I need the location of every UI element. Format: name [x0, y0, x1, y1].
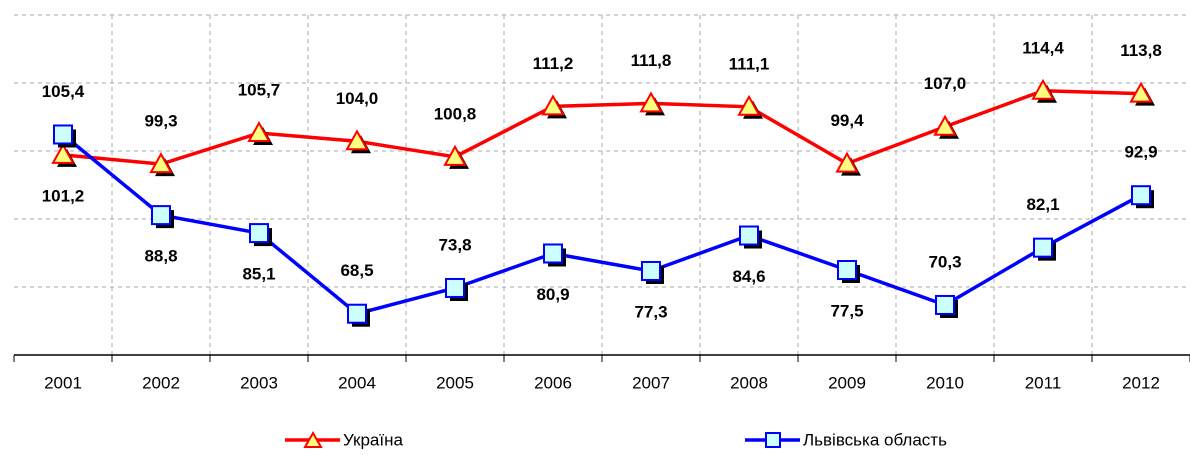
data-label: 104,0: [336, 89, 379, 108]
x-tick-label: 2007: [632, 373, 670, 392]
marker: [1129, 81, 1153, 103]
data-label: 99,3: [144, 112, 177, 131]
data-label: 88,8: [144, 247, 177, 266]
data-label: 80,9: [536, 285, 569, 304]
data-label: 107,0: [924, 74, 967, 93]
marker: [837, 260, 857, 280]
data-label: 73,8: [438, 235, 471, 254]
data-label: 111,1: [729, 54, 770, 73]
marker: [1131, 185, 1151, 206]
x-tick-label: 2002: [142, 373, 180, 392]
data-label: 105,7: [238, 81, 281, 100]
data-label: 84,6: [732, 267, 765, 286]
x-tick-label: 2008: [730, 373, 768, 392]
x-tick-label: 2006: [534, 373, 572, 392]
marker: [149, 152, 173, 174]
marker: [151, 205, 171, 226]
marker: [541, 94, 565, 116]
marker: [935, 294, 955, 315]
x-tick-label: 2009: [828, 373, 866, 392]
legend-marker: [303, 430, 323, 448]
marker: [347, 303, 367, 324]
data-label: 99,4: [830, 111, 864, 130]
data-label: 111,2: [533, 54, 574, 73]
marker: [737, 94, 761, 116]
marker: [641, 260, 661, 281]
data-label: 113,8: [1120, 41, 1162, 60]
marker: [639, 91, 663, 113]
marker: [443, 144, 467, 166]
marker: [835, 151, 859, 173]
legend-marker: [765, 432, 781, 448]
x-tick-label: 2010: [926, 373, 964, 392]
data-label: 111,8: [631, 51, 672, 70]
x-tick-label: 2003: [240, 373, 278, 392]
legend-label: Україна: [343, 430, 403, 449]
marker: [1033, 237, 1053, 258]
data-label: 85,1: [242, 265, 275, 284]
marker: [345, 129, 369, 151]
marker: [933, 114, 957, 136]
marker: [543, 243, 563, 264]
data-label: 70,3: [928, 252, 961, 271]
x-tick-label: 2011: [1025, 373, 1062, 392]
data-label: 105,4: [42, 82, 85, 101]
data-label: 77,5: [830, 301, 863, 320]
data-label: 101,2: [42, 186, 85, 205]
data-label: 114,4: [1022, 38, 1064, 57]
x-tick-label: 2004: [338, 373, 376, 392]
marker: [53, 124, 73, 145]
series-line: [61, 133, 1142, 316]
data-label: 92,9: [1124, 143, 1157, 162]
data-label: 100,8: [434, 104, 477, 123]
legend-label: Львівська область: [803, 430, 947, 449]
marker: [247, 120, 271, 143]
x-tick-label: 2005: [436, 373, 474, 392]
x-tick-label: 2001: [44, 373, 82, 392]
marker: [1031, 78, 1055, 100]
data-label: 77,3: [634, 302, 667, 321]
marker: [51, 142, 75, 164]
series-line: [62, 89, 1142, 166]
data-label: 82,1: [1026, 195, 1059, 214]
marker: [739, 225, 759, 246]
data-label: 68,5: [340, 261, 373, 280]
x-tick-label: 2012: [1122, 373, 1160, 392]
marker: [249, 223, 269, 244]
marker: [445, 277, 465, 298]
